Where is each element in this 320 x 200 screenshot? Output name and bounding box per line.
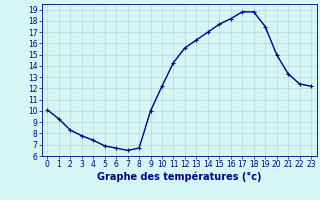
X-axis label: Graphe des températures (°c): Graphe des températures (°c) — [97, 172, 261, 182]
